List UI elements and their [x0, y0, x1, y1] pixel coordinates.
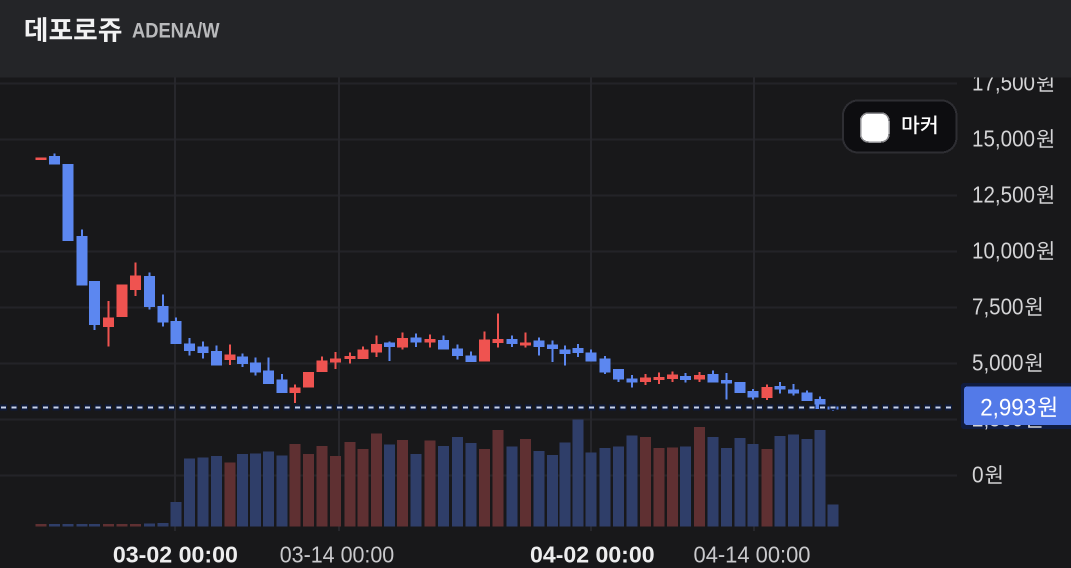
svg-text:2,993: 2,993: [980, 395, 1036, 422]
svg-text:03-02 00:00: 03-02 00:00: [113, 542, 238, 568]
svg-text:04-14 00:00: 04-14 00:00: [694, 542, 811, 568]
svg-text:5,000: 5,000: [972, 350, 1024, 376]
svg-text:7,500: 7,500: [972, 294, 1024, 320]
svg-text:12,500: 12,500: [972, 182, 1035, 208]
svg-text:ADENA/W: ADENA/W: [132, 20, 220, 43]
svg-text:15,000: 15,000: [972, 126, 1035, 152]
svg-text:10,000: 10,000: [972, 238, 1035, 264]
svg-text:03-14 00:00: 03-14 00:00: [280, 542, 395, 568]
svg-text:0: 0: [972, 462, 984, 488]
svg-text:04-02 00:00: 04-02 00:00: [530, 542, 655, 568]
